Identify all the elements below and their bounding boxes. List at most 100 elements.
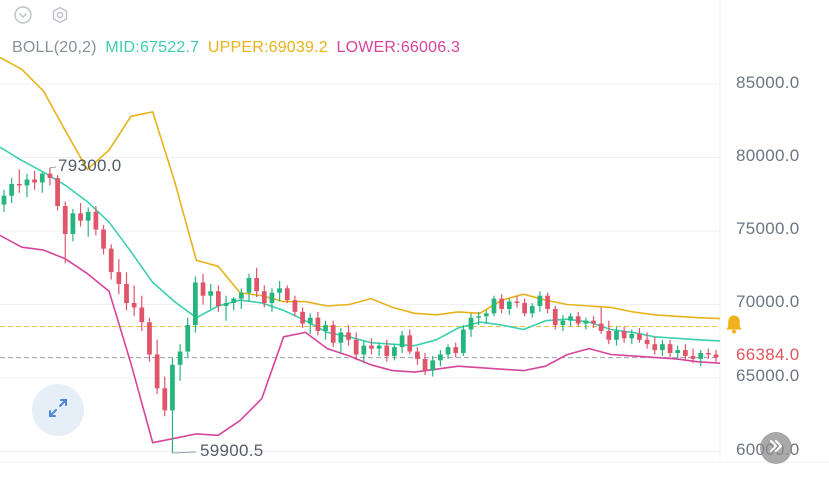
- candle-body: [85, 211, 91, 221]
- candle-body: [93, 211, 99, 230]
- candle-body: [292, 300, 298, 312]
- candle-body: [16, 183, 22, 186]
- upper-band-line: [0, 56, 721, 320]
- boll-legend: BOLL(20,2) MID:67522.7 UPPER:69039.2 LOW…: [12, 39, 464, 57]
- low-marker-line: [172, 451, 197, 454]
- high-marker-line: [49, 166, 57, 169]
- candle-body: [506, 301, 512, 309]
- candle-body: [338, 332, 344, 343]
- candle-body: [9, 183, 15, 196]
- low-price-label: 59900.5: [200, 441, 264, 460]
- candle-body: [637, 333, 642, 340]
- candle-body: [384, 345, 390, 356]
- candle-body: [200, 282, 206, 296]
- grid: [0, 0, 829, 463]
- y-tick-label: 80000.0: [736, 146, 800, 165]
- candle-body: [1, 195, 7, 205]
- candle-body: [690, 355, 696, 359]
- candle-body: [644, 339, 650, 345]
- y-tick-label: 85000.0: [736, 73, 800, 92]
- expand-button[interactable]: [32, 384, 84, 436]
- candle-body: [575, 316, 581, 324]
- candle-body: [300, 311, 305, 324]
- candle-body: [269, 292, 275, 304]
- candle-body: [32, 179, 37, 183]
- legend-mid: MID:67522.7: [105, 39, 200, 56]
- candle-body: [568, 316, 573, 321]
- candle-body: [261, 291, 267, 304]
- candle-body: [660, 344, 665, 351]
- candle-body: [346, 332, 351, 340]
- scroll-to-latest-button[interactable]: [760, 432, 792, 464]
- candle-body: [468, 317, 474, 330]
- candle-body: [430, 360, 436, 371]
- candle-body: [170, 364, 175, 411]
- candle-body: [78, 213, 83, 221]
- bell-icon[interactable]: [723, 313, 745, 335]
- candle-body: [529, 305, 535, 314]
- price-markers: [49, 166, 197, 454]
- candle-body: [483, 313, 489, 317]
- candles: [1, 167, 719, 453]
- candle-body: [215, 291, 221, 306]
- expand-icon: [44, 394, 72, 427]
- candle-body: [560, 320, 566, 326]
- chevron-down-circle-icon[interactable]: [14, 6, 32, 24]
- candle-body: [683, 350, 688, 356]
- candle-body: [491, 298, 497, 314]
- candle-body: [330, 325, 336, 343]
- candle-body: [552, 308, 558, 326]
- candle-body: [323, 325, 328, 331]
- candle-body: [392, 347, 397, 356]
- candle-body: [522, 303, 527, 314]
- y-tick-label: 75000.0: [736, 219, 800, 238]
- candle-body: [369, 345, 374, 349]
- candle-body: [514, 301, 520, 304]
- high-price-label: 79300.0: [58, 156, 122, 175]
- y-tick-label: 65000.0: [736, 366, 800, 385]
- candle-body: [307, 317, 313, 324]
- candle-body: [667, 344, 673, 354]
- candle-body: [583, 320, 589, 324]
- legend-indicator-name: BOLL(20,2): [12, 39, 97, 56]
- candle-body: [445, 347, 451, 355]
- lower-band-line: [0, 234, 721, 444]
- candle-body: [629, 333, 635, 339]
- candle-body: [147, 322, 152, 355]
- candle-body: [476, 316, 482, 318]
- candle-body: [185, 325, 191, 352]
- candle-body: [246, 278, 252, 293]
- reference-lines: [0, 326, 720, 359]
- candle-body: [70, 213, 76, 234]
- candle-body: [193, 282, 198, 326]
- current-price-label: 66384.0: [736, 345, 800, 364]
- candle-body: [545, 295, 550, 309]
- candle-body: [177, 351, 183, 365]
- candle-body: [277, 288, 282, 293]
- y-tick-label: 70000.0: [736, 292, 800, 311]
- double-chevron-right-icon: [767, 437, 785, 460]
- candle-body: [208, 291, 214, 296]
- candle-body: [223, 303, 229, 306]
- candle-body: [705, 353, 711, 355]
- candle-body: [238, 292, 244, 299]
- candle-body: [62, 206, 68, 234]
- candle-body: [698, 353, 704, 359]
- candle-body: [591, 320, 596, 324]
- candle-body: [399, 335, 405, 348]
- candle-body: [652, 344, 658, 351]
- candle-body: [162, 388, 168, 411]
- candle-body: [614, 330, 619, 340]
- candle-body: [537, 295, 543, 306]
- candle-body: [131, 303, 137, 308]
- gear-icon[interactable]: [51, 6, 69, 24]
- candle-body: [315, 317, 321, 331]
- candle-body: [101, 229, 106, 249]
- candle-body: [154, 354, 160, 389]
- candle-body: [598, 323, 604, 331]
- candle-body: [376, 345, 382, 349]
- candle-body: [422, 358, 428, 371]
- candle-body: [55, 178, 60, 207]
